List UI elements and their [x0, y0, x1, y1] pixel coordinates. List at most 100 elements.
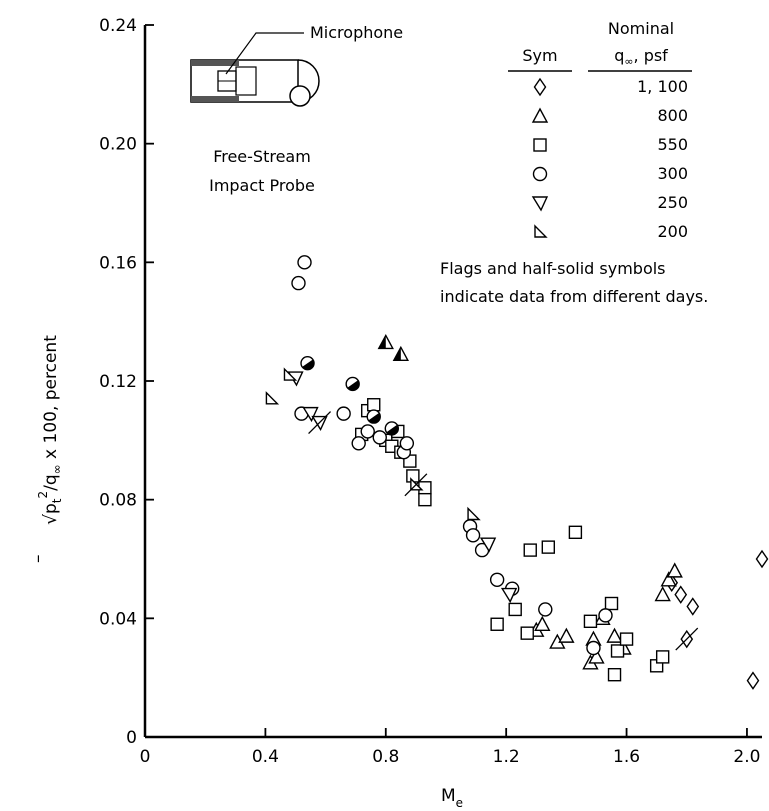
axes [143, 25, 762, 739]
data-point [384, 421, 399, 436]
data-point [467, 506, 481, 521]
legend-col2-header-line1: Nominal [608, 19, 674, 38]
xlabel-sub: e [456, 796, 463, 810]
data-point [541, 540, 556, 554]
legend-col1-header: Sym [522, 46, 557, 65]
data-point [588, 648, 605, 664]
x-tick-label: 0.4 [252, 747, 279, 767]
y-tick-label: 0.24 [99, 16, 137, 36]
note-line1: Flags and half-solid symbols [440, 259, 666, 278]
data-point [367, 398, 381, 412]
x-tick-label: 1.2 [493, 747, 520, 767]
x-tick-label: 1.6 [613, 747, 640, 767]
data-point [300, 356, 315, 371]
data-point [490, 617, 504, 631]
xlabel-main: M [441, 786, 456, 806]
data-point [586, 640, 601, 656]
data-point [568, 525, 583, 539]
data-point [686, 597, 700, 616]
legend-symbol [534, 224, 548, 238]
y-tick-label: 0.04 [99, 609, 137, 629]
ylabel-sub2: ∞ [50, 464, 64, 474]
legend-row: 300 [532, 164, 688, 183]
probe-inset: Microphone Free-Stream Impact Probe [190, 23, 403, 195]
legend-value: 200 [657, 222, 688, 241]
legend-value: 1, 100 [637, 77, 688, 96]
data-point [336, 406, 351, 421]
data-point [377, 333, 394, 350]
probe-hatch-bottom [191, 96, 239, 102]
data-point [366, 409, 381, 424]
legend-symbol [533, 77, 547, 97]
legend-value: 550 [657, 135, 688, 154]
data-point [351, 436, 366, 451]
y-tick-label: 0.12 [99, 372, 137, 392]
legend-row: 800 [531, 106, 688, 125]
data-point [610, 644, 625, 658]
ylabel-main: p [41, 503, 61, 514]
data-point [265, 391, 280, 405]
ylabel-sub: t [50, 498, 64, 503]
legend-q: q [614, 46, 624, 65]
data-point [755, 549, 769, 569]
legend-row: 550 [533, 135, 688, 154]
ylabel-rest: /q [41, 474, 61, 491]
legend-symbol [533, 138, 547, 152]
series-down-triangle [287, 371, 518, 604]
data-point [308, 411, 332, 434]
data-point [345, 376, 360, 392]
legend-symbol [531, 196, 549, 212]
y-axis-label: √pt2/q∞ x 100, percent [36, 335, 64, 525]
data-point [675, 627, 699, 651]
legend-row: 1, 100 [533, 77, 688, 97]
data-point [479, 537, 497, 553]
legend-col2-header-line2: q∞, psf [614, 46, 668, 68]
data-point [291, 275, 306, 291]
note-line2: indicate data from different days. [440, 287, 708, 306]
legend: Nominal Sym q∞, psf 1, 100 800 550 300 250 20… [508, 19, 692, 241]
legend-value: 250 [657, 193, 688, 212]
data-point [558, 627, 575, 643]
x-axis-label: Me [441, 786, 463, 810]
data-point [465, 528, 481, 543]
data-point [598, 608, 613, 623]
probe-inner [235, 66, 257, 96]
data-point [489, 572, 505, 587]
probe-body-outline [190, 59, 299, 103]
legend-q-sub: ∞ [624, 55, 633, 68]
ylabel-bar: – [28, 555, 48, 564]
legend-row: 200 [534, 222, 688, 241]
ticks: 0 0.04 0.08 0.12 0.16 0.20 0.24 0 0.4 0.8 1.2 1.6 2.… [99, 16, 760, 767]
ylabel-pre: √ [41, 514, 61, 525]
legend-value: 800 [657, 106, 688, 125]
legend-value: 300 [657, 164, 688, 183]
x-tick-label: 0.8 [372, 747, 399, 767]
legend-q-unit: , psf [634, 46, 669, 65]
data-point [746, 671, 760, 690]
data-point [523, 543, 537, 557]
series-half-triangle [265, 367, 481, 521]
data-point [392, 345, 410, 361]
y-tick-label: 0.20 [99, 135, 137, 155]
probe-hatch-top [191, 60, 239, 66]
data-point [538, 602, 553, 617]
series-diamond [665, 549, 769, 690]
data-point [666, 562, 683, 578]
y-tick-label: 0.08 [99, 491, 137, 511]
data-point [619, 632, 634, 646]
data-point [606, 627, 623, 643]
data-point [583, 614, 598, 628]
probe-end-circle [289, 85, 311, 107]
data-point [654, 586, 671, 602]
probe-label-line1: Free-Stream [213, 147, 311, 166]
microphone-label: Microphone [310, 23, 403, 42]
x-tick-label: 0 [140, 747, 151, 767]
data-point [655, 650, 670, 664]
data-points [265, 255, 769, 690]
data-point [500, 587, 518, 604]
data-point [674, 585, 688, 604]
ylabel-sup: 2 [36, 491, 50, 499]
data-point [418, 492, 432, 507]
data-point [534, 615, 551, 631]
